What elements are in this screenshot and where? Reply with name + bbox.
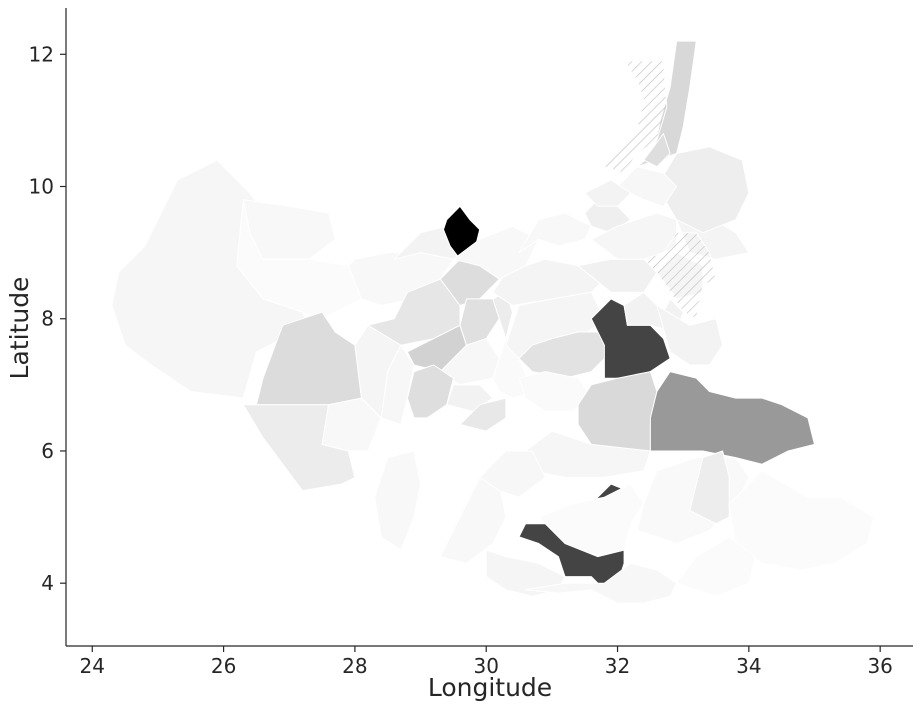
- region-52: [584, 179, 632, 207]
- region-54: [643, 133, 671, 168]
- region-27: [590, 298, 671, 379]
- region-47: [656, 305, 724, 366]
- x-tick-label: 26: [211, 654, 236, 678]
- region-20: [459, 397, 507, 432]
- y-tick-label: 8: [41, 307, 54, 331]
- region-36: [689, 450, 730, 525]
- x-axis-title: Longitude: [428, 673, 552, 702]
- map-regions: [111, 40, 875, 604]
- y-tick-label: 12: [29, 42, 54, 66]
- y-tick-label: 6: [41, 439, 54, 463]
- axes: 24 26 28 30 32 34 36 4 6 8 10 12 Longitude Latitud…: [5, 8, 913, 702]
- x-axis-ticks: 24 26 28 30 32 34 36: [80, 646, 893, 678]
- region-42: [518, 212, 592, 254]
- y-axis-ticks: 4 6 8 10 12: [29, 42, 66, 595]
- region-40: [439, 476, 507, 564]
- y-tick-label: 4: [41, 571, 54, 595]
- hatched-region-56: [643, 232, 717, 320]
- region-32: [525, 562, 678, 604]
- x-tick-label: 32: [605, 654, 630, 678]
- region-5: [242, 404, 356, 492]
- region-17: [380, 344, 415, 425]
- x-tick-label: 34: [736, 654, 761, 678]
- y-axis-title: Latitude: [5, 277, 34, 380]
- x-tick-label: 28: [342, 654, 367, 678]
- x-tick-label: 36: [867, 654, 892, 678]
- y-tick-label: 10: [29, 175, 54, 199]
- region-18: [406, 364, 454, 419]
- region-33: [538, 483, 645, 558]
- region-29: [649, 371, 815, 465]
- region-26: [452, 225, 540, 280]
- x-tick-label: 30: [473, 654, 498, 678]
- region-38: [676, 536, 756, 597]
- hatched-region-55: [603, 60, 668, 174]
- x-tick-label: 24: [80, 654, 105, 678]
- region-41: [479, 450, 546, 498]
- region-39: [374, 450, 422, 551]
- region-14: [459, 298, 500, 346]
